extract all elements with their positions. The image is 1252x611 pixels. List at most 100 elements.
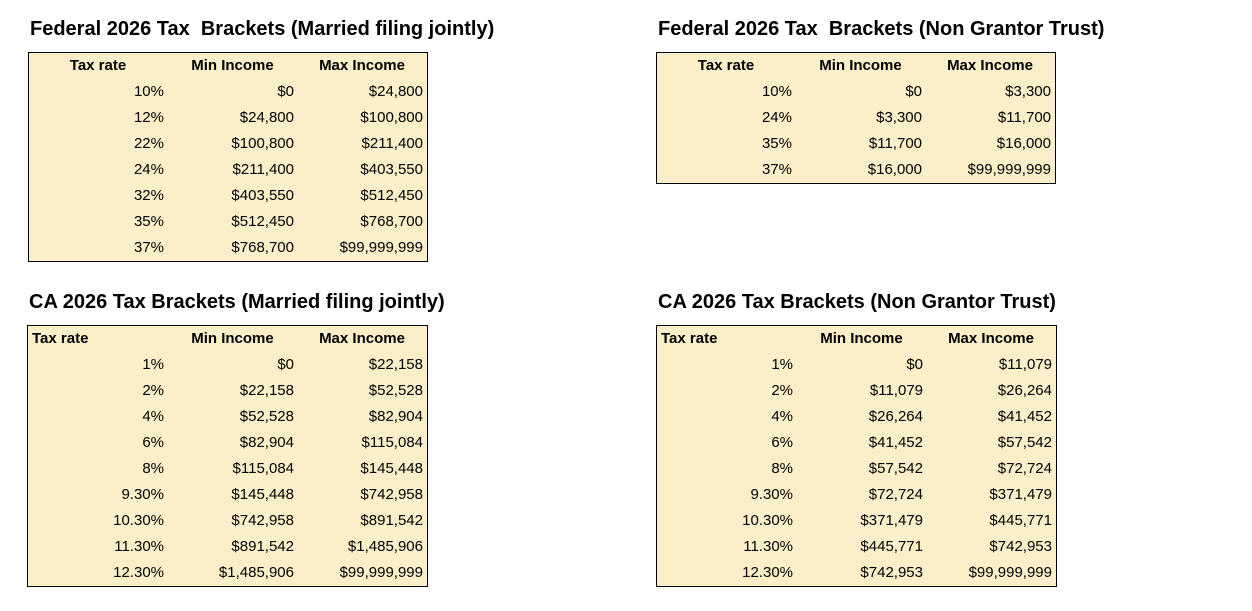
max-income-cell: $145,448 [360, 460, 423, 477]
header-tax-rate: Tax rate [32, 330, 89, 347]
federal-trust-table: Tax rate Min Income Max Income 10% $0 $3,3… [656, 52, 1056, 184]
min-income-cell: $742,958 [231, 512, 294, 529]
max-income-cell: $742,958 [360, 486, 423, 503]
min-income-cell: $11,700 [868, 135, 922, 152]
bracket-row: 37% $768,700 $99,999,999 [29, 235, 428, 262]
max-income-cell: $72,724 [997, 460, 1052, 477]
tax-rate-cell: 6% [142, 434, 164, 451]
header-row: Tax rate Min Income Max Income [29, 53, 428, 80]
bracket-row: 2% $22,158 $52,528 [28, 378, 428, 404]
header-max-income: Max Income [947, 57, 1033, 74]
tax-rate-cell: 1% [142, 356, 164, 373]
table-title-federal-trust: Federal 2026 Tax Brackets (Non Grantor T… [658, 18, 1105, 40]
bracket-row: 1% $0 $22,158 [28, 352, 428, 378]
tax-rate-cell: 4% [142, 408, 164, 425]
max-income-cell: $445,771 [989, 512, 1052, 529]
min-income-cell: $891,542 [231, 538, 294, 555]
bracket-row: 11.30% $445,771 $742,953 [657, 534, 1057, 560]
section-federal-mfj: Federal 2026 Tax Brackets (Married filin… [28, 17, 494, 262]
max-income-cell: $891,542 [360, 512, 423, 529]
bracket-row: 24% $3,300 $11,700 [657, 105, 1056, 131]
tax-rate-cell: 24% [133, 161, 164, 178]
max-income-cell: $22,158 [368, 356, 423, 373]
min-income-cell: $0 [277, 356, 294, 373]
tax-rate-cell: 9.30% [121, 486, 164, 503]
tax-rate-cell: 9.30% [750, 486, 793, 503]
tax-rate-cell: 35% [133, 213, 164, 230]
header-row: Tax rate Min Income Max Income [657, 53, 1056, 80]
bracket-row: 22% $100,800 $211,400 [29, 131, 428, 157]
bracket-row: 4% $26,264 $41,452 [657, 404, 1057, 430]
bracket-row: 10.30% $742,958 $891,542 [28, 508, 428, 534]
max-income-cell: $24,800 [368, 83, 423, 100]
bracket-row: 35% $512,450 $768,700 [29, 209, 428, 235]
min-income-cell: $26,264 [868, 408, 923, 425]
max-income-cell: $11,079 [998, 356, 1052, 373]
header-tax-rate: Tax rate [697, 57, 755, 74]
tax-rate-cell: 37% [133, 239, 164, 256]
min-income-cell: $57,542 [868, 460, 923, 477]
tax-rate-cell: 35% [761, 135, 792, 152]
bracket-row: 1% $0 $11,079 [657, 352, 1057, 378]
bracket-row: 6% $82,904 $115,084 [28, 430, 428, 456]
min-income-cell: $72,724 [868, 486, 923, 503]
tax-rate-cell: 2% [771, 382, 793, 399]
tax-rate-cell: 32% [133, 187, 164, 204]
max-income-cell: $403,550 [360, 161, 423, 178]
header-max-income: Max Income [319, 330, 405, 347]
tax-rate-cell: 12.30% [742, 564, 793, 581]
max-income-cell: $99,999,999 [339, 239, 423, 256]
max-income-cell: $99,999,999 [339, 564, 423, 581]
max-income-cell: $115,084 [361, 434, 423, 451]
tax-rate-cell: 1% [771, 356, 793, 373]
header-min-income: Min Income [820, 330, 903, 347]
tax-rate-cell: 22% [133, 135, 164, 152]
max-income-cell: $16,000 [996, 135, 1051, 152]
max-income-cell: $371,479 [989, 486, 1052, 503]
min-income-cell: $115,084 [232, 460, 294, 477]
min-income-cell: $41,452 [868, 434, 923, 451]
bracket-row: 10% $0 $24,800 [29, 79, 428, 105]
min-income-cell: $145,448 [231, 486, 294, 503]
max-income-cell: $99,999,999 [968, 564, 1052, 581]
bracket-row: 2% $11,079 $26,264 [657, 378, 1057, 404]
max-income-cell: $52,528 [368, 382, 423, 399]
bracket-row: 8% $57,542 $72,724 [657, 456, 1057, 482]
max-income-cell: $100,800 [360, 109, 423, 126]
ca-mfj-table: Tax rate Min Income Max Income 1% $0 $22,1… [27, 325, 428, 587]
min-income-cell: $371,479 [860, 512, 923, 529]
min-income-cell: $0 [905, 83, 922, 100]
min-income-cell: $3,300 [876, 109, 922, 126]
max-income-cell: $99,999,999 [967, 161, 1051, 178]
tax-rate-cell: 11.30% [114, 538, 164, 555]
tax-rate-cell: 11.30% [743, 538, 793, 555]
min-income-cell: $1,485,906 [218, 564, 294, 581]
bracket-row: 12.30% $1,485,906 $99,999,999 [28, 560, 428, 587]
tax-rate-cell: 37% [761, 161, 792, 178]
min-income-cell: $211,400 [232, 161, 294, 178]
header-min-income: Min Income [819, 57, 902, 74]
max-income-cell: $3,300 [1005, 83, 1051, 100]
max-income-cell: $1,485,906 [347, 538, 423, 555]
ca-trust-table-body: 1% $0 $11,079 2% $11,079 $26,264 4% $26,264 $41,… [657, 352, 1057, 587]
bracket-row: 11.30% $891,542 $1,485,906 [28, 534, 428, 560]
max-income-cell: $742,953 [989, 538, 1052, 555]
tax-rate-cell: 12% [133, 109, 164, 126]
federal-trust-table-body: 10% $0 $3,300 24% $3,300 $11,700 35% $11,700 $16… [657, 79, 1056, 184]
section-federal-trust: Federal 2026 Tax Brackets (Non Grantor T… [656, 17, 1104, 184]
table-title-ca-mfj: CA 2026 Tax Brackets (Married filing joi… [29, 291, 445, 313]
bracket-row: 32% $403,550 $512,450 [29, 183, 428, 209]
max-income-cell: $41,452 [997, 408, 1052, 425]
tax-rate-cell: 4% [771, 408, 793, 425]
tax-rate-cell: 10% [761, 83, 792, 100]
bracket-row: 4% $52,528 $82,904 [28, 404, 428, 430]
header-tax-rate: Tax rate [69, 57, 127, 74]
min-income-cell: $24,800 [239, 109, 294, 126]
header-tax-rate: Tax rate [661, 330, 718, 347]
max-income-cell: $26,264 [997, 382, 1052, 399]
bracket-row: 12.30% $742,953 $99,999,999 [657, 560, 1057, 587]
max-income-cell: $11,700 [997, 109, 1051, 126]
ca-mfj-table-body: 1% $0 $22,158 2% $22,158 $52,528 4% $52,528 $82,… [28, 352, 428, 587]
bracket-row: 9.30% $72,724 $371,479 [657, 482, 1057, 508]
